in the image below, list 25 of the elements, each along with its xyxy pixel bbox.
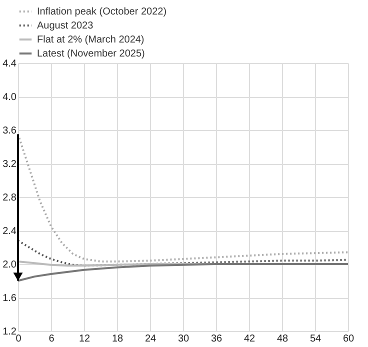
y-tick-label: 4.4 [2,58,17,70]
x-tick-label: 30 [178,334,190,344]
x-tick-label: 48 [276,334,288,344]
line-series [17,133,349,262]
legend-label: Flat at 2% (March 2024) [37,34,144,46]
y-tick-label: 2.8 [2,192,17,204]
x-tick-label: 60 [342,334,354,344]
legend-label: August 2023 [37,20,94,32]
y-tick-label: 1.2 [2,326,17,338]
y-tick-label: 2.0 [2,260,17,270]
x-tick-label: 42 [244,334,256,344]
x-tick-label: 24 [144,334,156,344]
x-tick-label: 18 [112,334,124,344]
x-tick-label: 54 [310,334,322,344]
x-tick-label: 0 [16,334,22,344]
x-tick-label: 36 [210,334,222,344]
x-tick-label: 6 [48,334,55,344]
legend-label: Latest (November 2025) [37,48,145,60]
legend-label: Inflation peak (October 2022) [37,6,167,18]
y-tick-label: 4.0 [2,92,17,103]
y-tick-label: 1.6 [2,293,17,304]
y-tick-label: 3.6 [2,126,17,136]
y-tick-label: 2.4 [2,226,17,237]
x-tick-label: 12 [78,334,90,344]
y-tick-label: 3.2 [2,159,17,170]
